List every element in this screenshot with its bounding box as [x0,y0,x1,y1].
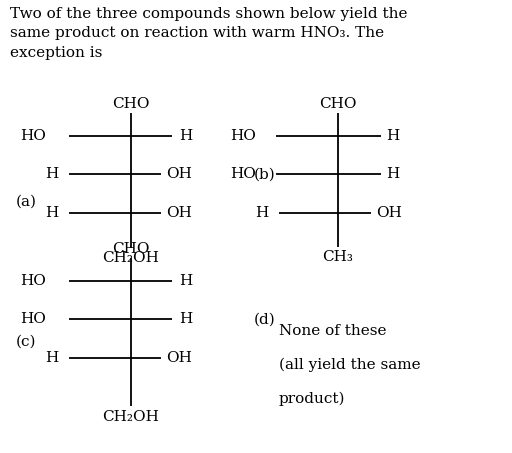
Text: H: H [46,168,59,181]
Text: HO: HO [230,168,256,181]
Text: HO: HO [20,129,46,143]
Text: (all yield the same: (all yield the same [279,358,421,372]
Text: H: H [255,206,269,220]
Text: H: H [46,206,59,220]
Text: H: H [179,129,193,143]
Text: HO: HO [20,274,46,288]
Text: CHO: CHO [319,97,357,111]
Text: H: H [179,313,193,326]
Text: OH: OH [376,206,402,220]
Text: CHO: CHO [112,242,150,256]
Text: CH₂OH: CH₂OH [102,251,159,265]
Text: H: H [179,274,193,288]
Text: Two of the three compounds shown below yield the
same product on reaction with w: Two of the three compounds shown below y… [10,7,408,60]
Text: HO: HO [20,313,46,326]
Text: H: H [387,168,400,181]
Text: HO: HO [230,129,256,143]
Text: product): product) [279,392,346,406]
Text: (a): (a) [15,195,36,208]
Text: (c): (c) [15,335,36,349]
Text: (d): (d) [253,313,275,326]
Text: OH: OH [166,206,193,220]
Text: H: H [46,351,59,365]
Text: OH: OH [166,168,193,181]
Text: CH₂OH: CH₂OH [102,410,159,424]
Text: H: H [387,129,400,143]
Text: CH₃: CH₃ [323,250,353,264]
Text: CHO: CHO [112,97,150,111]
Text: OH: OH [166,351,193,365]
Text: (b): (b) [253,168,275,181]
Text: None of these: None of these [279,324,387,338]
